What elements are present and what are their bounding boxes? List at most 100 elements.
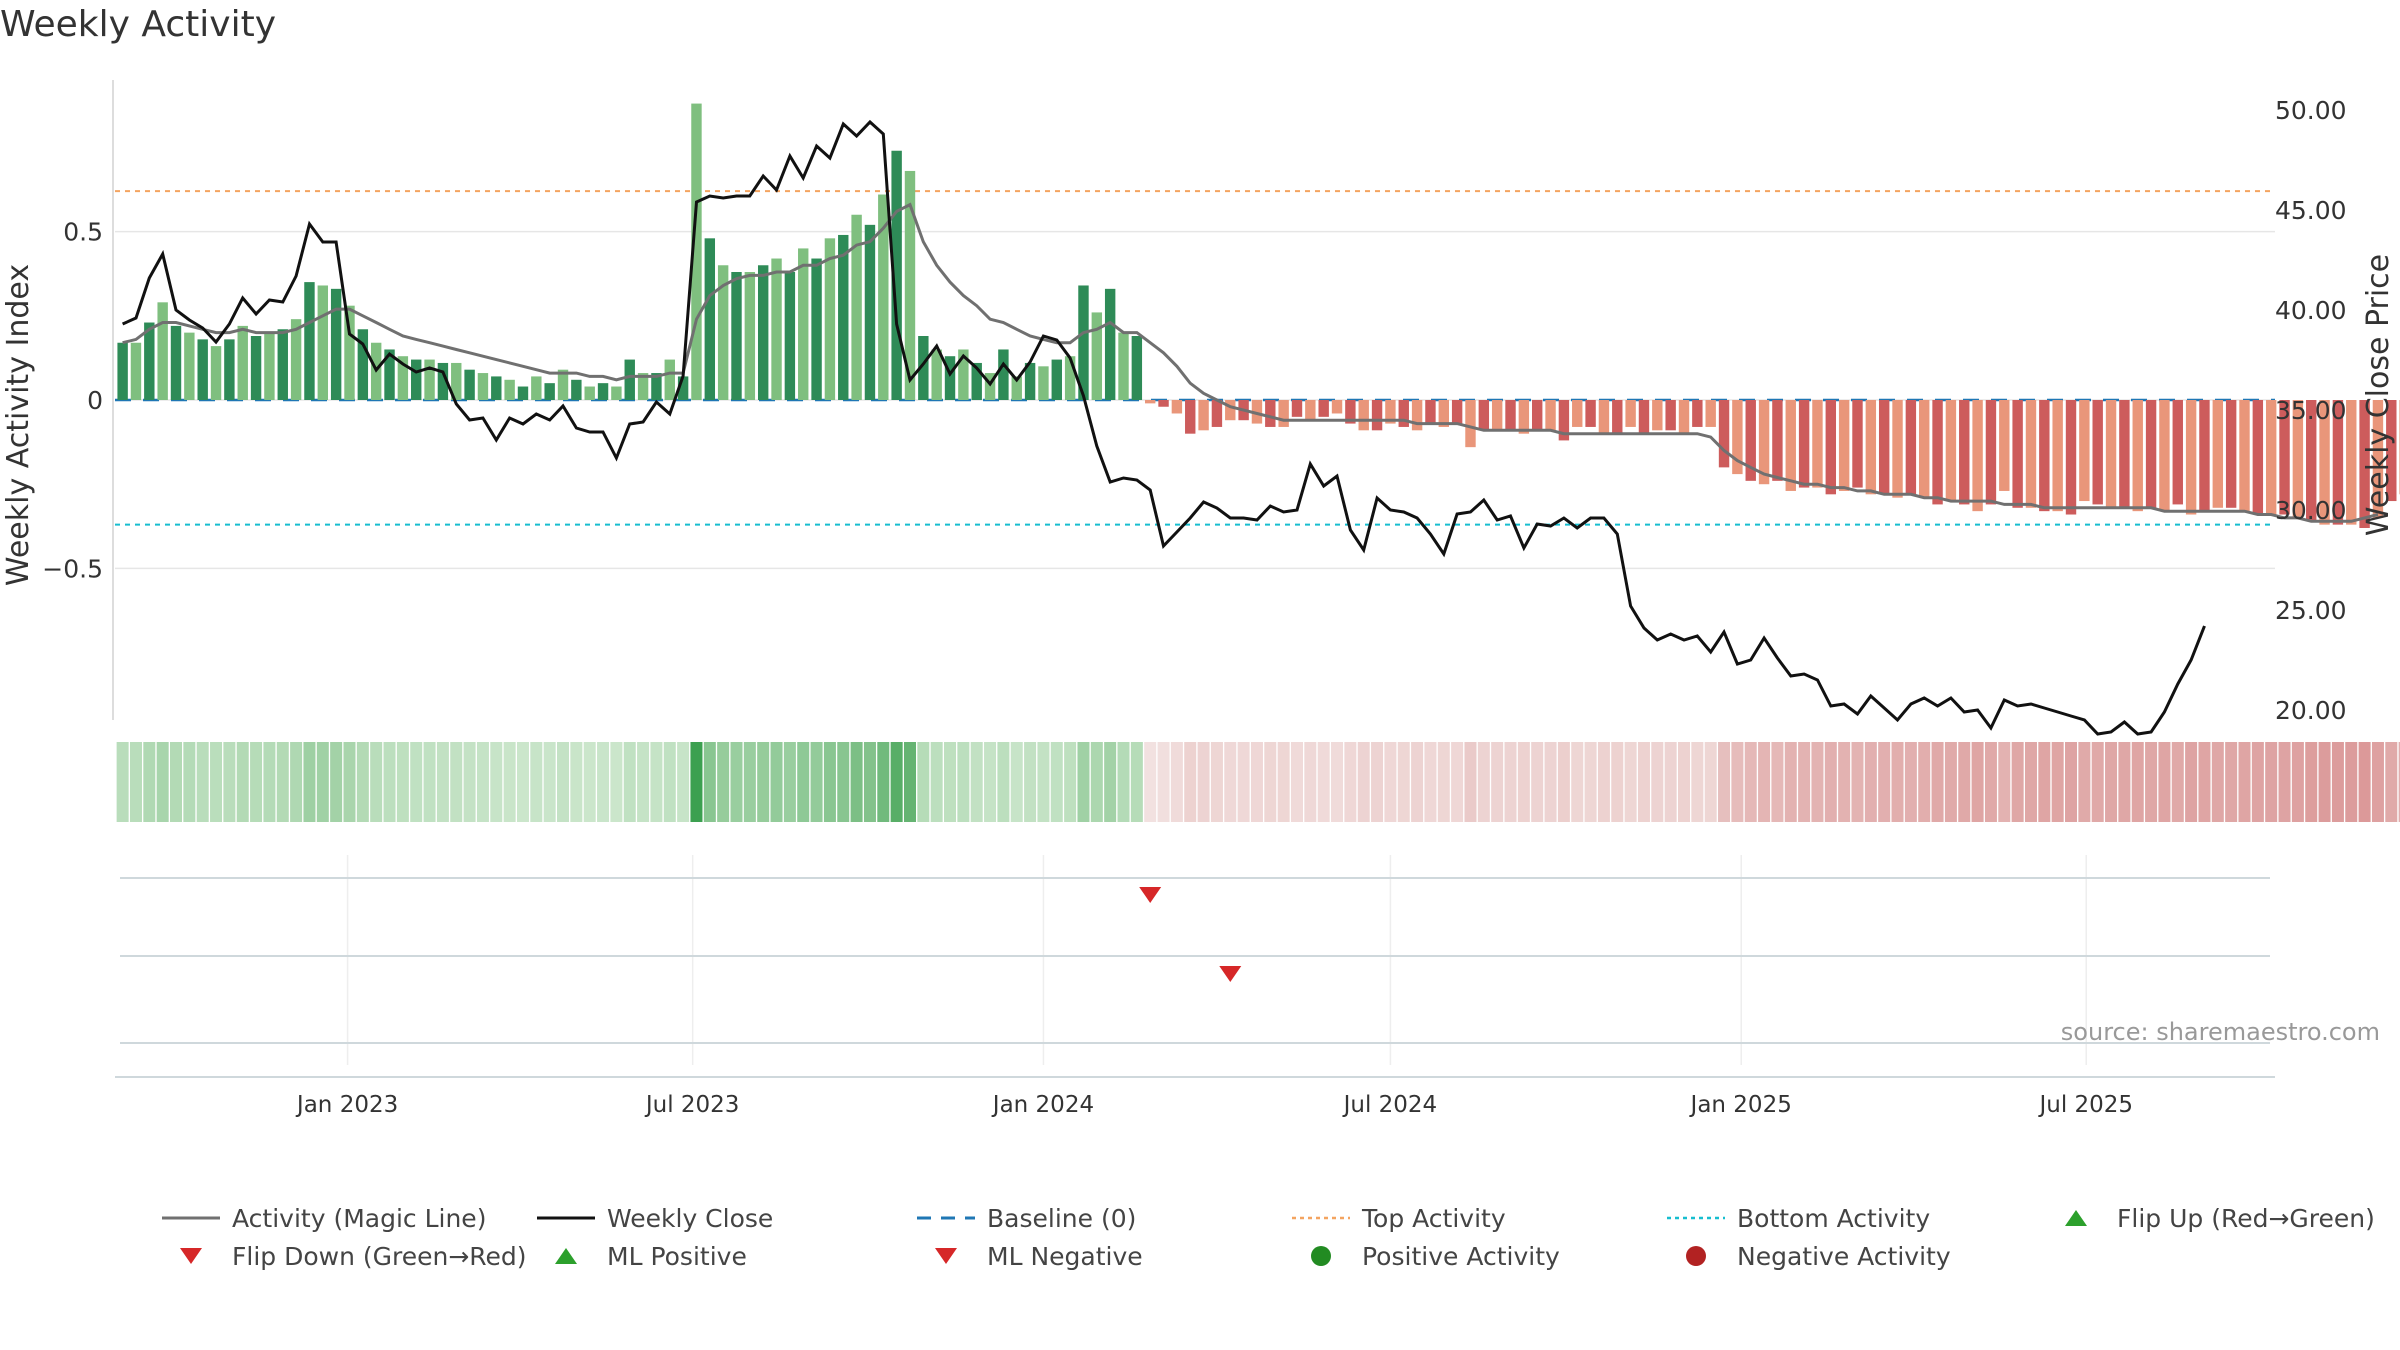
heat-strip-cell — [1184, 742, 1197, 822]
heat-strip-cell — [570, 742, 583, 822]
legend-item: ML Positive — [535, 1236, 747, 1276]
legend-item: Activity (Magic Line) — [160, 1198, 486, 1238]
triangle-down-red-icon — [915, 1244, 977, 1268]
heat-strip-cell — [1290, 742, 1303, 822]
heat-strip-cell — [2024, 742, 2037, 822]
heat-strip-cell — [423, 742, 436, 822]
heat-strip-cell — [1344, 742, 1357, 822]
heat-strip-cell — [356, 742, 369, 822]
activity-bar — [504, 379, 515, 400]
activity-bar — [2132, 400, 2143, 512]
heat-strip-cell — [823, 742, 836, 822]
activity-bar — [584, 386, 595, 400]
x-tick-label: Jan 2025 — [1689, 1092, 1792, 1118]
heat-strip-cell — [2065, 742, 2078, 822]
heat-strip-cell — [1451, 742, 1464, 822]
heat-strip-cell — [2158, 742, 2171, 822]
activity-bar — [2346, 400, 2357, 525]
heat-strip-cell — [1024, 742, 1037, 822]
x-tick-label: Jul 2024 — [1342, 1092, 1438, 1118]
activity-bar — [1999, 400, 2010, 491]
activity-bar — [517, 386, 529, 400]
heat-strip-cell — [183, 742, 196, 822]
activity-bar — [451, 362, 462, 400]
activity-bar — [1478, 400, 1490, 431]
activity-bar — [1411, 400, 1423, 431]
activity-bar — [958, 349, 969, 400]
activity-bar — [1878, 400, 1890, 495]
heat-strip-cell — [2305, 742, 2318, 822]
activity-bar — [411, 359, 422, 400]
source-credit: source: sharemaestro.com — [2061, 1018, 2380, 1046]
heat-strip-cell — [2198, 742, 2211, 822]
activity-bar — [1972, 400, 1983, 512]
legend-item: Flip Up (Red→Green) — [2045, 1198, 2375, 1238]
chart-title: Weekly Activity — [0, 4, 277, 45]
heat-strip-cell — [1704, 742, 1717, 822]
activity-bar — [1131, 336, 1143, 400]
activity-bar — [130, 342, 142, 400]
activity-bar — [1385, 400, 1396, 424]
activity-heat-strip — [116, 742, 2400, 822]
heat-strip-cell — [1331, 742, 1344, 822]
heat-strip-cell — [1491, 742, 1504, 822]
activity-bar — [784, 272, 796, 400]
heat-strip-cell — [1197, 742, 1210, 822]
activity-bar — [170, 325, 182, 400]
triangle-up-green-icon — [2045, 1206, 2107, 1230]
heat-strip-cell — [1758, 742, 1771, 822]
heat-strip-cell — [1371, 742, 1384, 822]
heat-strip-cell — [583, 742, 596, 822]
heat-strip-cell — [330, 742, 343, 822]
activity-bar — [1959, 400, 1970, 505]
heat-strip-cell — [1517, 742, 1530, 822]
heat-strip-cell — [383, 742, 396, 822]
heat-strip-cell — [1411, 742, 1424, 822]
circle-green-icon — [1290, 1244, 1352, 1268]
activity-bar — [971, 362, 982, 400]
activity-bar — [1932, 400, 1943, 505]
heat-strip-cell — [1077, 742, 1090, 822]
activity-bar — [1345, 400, 1356, 424]
activity-bar — [904, 170, 916, 400]
legend-label: Negative Activity — [1737, 1241, 1951, 1271]
activity-bar — [571, 379, 582, 400]
heat-strip-cell — [1931, 742, 1944, 822]
activity-bar — [1064, 356, 1076, 400]
activity-bar — [1425, 400, 1436, 424]
dash-blue-icon — [915, 1206, 977, 1230]
heat-strip-cell — [116, 742, 129, 822]
legend-label: Weekly Close — [607, 1203, 774, 1233]
heat-strip-cell — [2118, 742, 2131, 822]
activity-bar — [2359, 400, 2370, 528]
heat-strip-cell — [730, 742, 743, 822]
heat-strip-cell — [1464, 742, 1477, 822]
dot-cyan-icon — [1665, 1206, 1727, 1230]
activity-bar — [2039, 400, 2050, 512]
activity-bar — [1638, 400, 1650, 434]
heat-strip-cell — [2318, 742, 2331, 822]
heat-strip-cell — [1611, 742, 1624, 822]
heat-strip-cell — [2051, 742, 2064, 822]
activity-bar — [2052, 400, 2063, 512]
heat-strip-cell — [1210, 742, 1223, 822]
heat-strip-cell — [690, 742, 703, 822]
activity-bar — [1465, 400, 1476, 448]
axes: 0.5 0 −0.5 20.00 25.00 30.00 35.00 40.00 45.00 50… — [1, 80, 2396, 1118]
activity-bar — [1798, 400, 1810, 488]
activity-bar — [1678, 400, 1690, 434]
heat-strip-cell — [2091, 742, 2104, 822]
heat-strip-cell — [250, 742, 263, 822]
heat-strip-cell — [2105, 742, 2118, 822]
activity-bar — [2279, 400, 2290, 515]
activity-bar — [1198, 400, 1209, 431]
heat-strip-cell — [129, 742, 142, 822]
activity-bar — [344, 305, 355, 400]
activity-bar — [437, 362, 449, 400]
activity-bar — [717, 265, 729, 400]
heat-strip-cell — [343, 742, 356, 822]
heat-strip-cell — [1851, 742, 1864, 822]
activity-bar — [1705, 400, 1716, 427]
activity-bar — [2252, 400, 2264, 515]
heat-strip-cell — [290, 742, 303, 822]
